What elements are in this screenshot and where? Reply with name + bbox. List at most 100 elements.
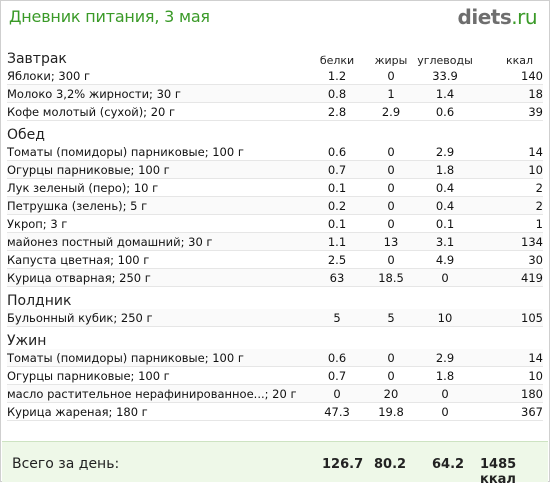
- food-name: масло растительное нерафинированное...; …: [7, 384, 307, 403]
- food-name: Укроп; 3 г: [7, 214, 307, 233]
- empty-cell: [307, 121, 367, 144]
- food-kcal: 1: [475, 214, 543, 233]
- food-carbs: 0: [415, 268, 475, 287]
- meal-title: Ужин: [7, 333, 47, 349]
- food-protein: 0.6: [307, 143, 367, 161]
- food-name: Молоко 3,2% жирности; 30 г: [7, 84, 307, 103]
- column-header-kcal: ккал: [505, 54, 533, 67]
- total-fat: 80.2: [374, 457, 407, 472]
- food-row[interactable]: Бульонный кубик; 250 г 5 5 10 105: [7, 309, 543, 327]
- food-name: Петрушка (зелень); 5 г: [7, 196, 307, 215]
- food-name: Огурцы парниковые; 100 г: [7, 366, 307, 385]
- food-protein: 1.1: [307, 232, 367, 251]
- food-row[interactable]: Яблоки; 300 г 1.2 0 33.9 140: [7, 67, 543, 85]
- food-row[interactable]: Курица отварная; 250 г 63 18.5 0 419: [7, 268, 543, 287]
- food-carbs: 0: [415, 402, 475, 421]
- food-carbs: 0.4: [415, 178, 475, 197]
- food-row[interactable]: Капуста цветная; 100 г 2.5 0 4.9 30: [7, 250, 543, 269]
- empty-cell: [415, 287, 475, 310]
- column-header-protein: белки: [319, 54, 355, 67]
- food-name: Бульонный кубик; 250 г: [7, 309, 307, 327]
- food-kcal: 10: [475, 160, 543, 179]
- food-protein: 0.7: [307, 160, 367, 179]
- meal-header-row: Полдник: [7, 287, 543, 310]
- header: Дневник питания, 3 мая diets.ru: [9, 5, 541, 31]
- food-protein: 1.2: [307, 67, 367, 85]
- food-kcal: 134: [475, 232, 543, 251]
- meal-header-row: Ужин: [7, 327, 543, 350]
- food-fat: 0: [367, 366, 415, 385]
- food-row[interactable]: Петрушка (зелень); 5 г 0.2 0 0.4 2: [7, 196, 543, 215]
- empty-cell: [367, 121, 415, 144]
- food-name: Лук зеленый (перо); 10 г: [7, 178, 307, 197]
- column-header-fat: жиры: [374, 54, 408, 67]
- food-carbs: 33.9: [415, 67, 475, 85]
- food-kcal: 180: [475, 384, 543, 403]
- food-row[interactable]: Лук зеленый (перо); 10 г 0.1 0 0.4 2: [7, 178, 543, 197]
- total-carbs: 64.2: [432, 457, 465, 472]
- food-kcal: 18: [475, 84, 543, 103]
- food-kcal: 39: [475, 102, 543, 121]
- totals-bar: Всего за день: 126.7 80.2 64.2 1485 ккал: [2, 441, 548, 487]
- food-protein: 0.8: [307, 84, 367, 103]
- food-row[interactable]: Курица жареная; 180 г 47.3 19.8 0 367: [7, 402, 543, 421]
- meal-title: Завтрак: [7, 51, 67, 67]
- food-kcal: 140: [475, 67, 543, 85]
- food-row[interactable]: майонез постный домашний; 30 г 1.1 13 3.1 13…: [7, 232, 543, 251]
- food-row[interactable]: Томаты (помидоры) парниковые; 100 г 0.6 0 2…: [7, 349, 543, 367]
- empty-cell: [415, 327, 475, 350]
- meal-title: Полдник: [7, 293, 72, 309]
- food-protein: 0: [307, 384, 367, 403]
- food-name: Огурцы парниковые; 100 г: [7, 160, 307, 179]
- food-kcal: 367: [475, 402, 543, 421]
- food-row[interactable]: масло растительное нерафинированное...; …: [7, 384, 543, 403]
- food-row[interactable]: Огурцы парниковые; 100 г 0.7 0 1.8 10: [7, 160, 543, 179]
- food-fat: 0: [367, 250, 415, 269]
- food-carbs: 0.6: [415, 102, 475, 121]
- food-name: майонез постный домашний; 30 г: [7, 232, 307, 251]
- food-row[interactable]: Укроп; 3 г 0.1 0 0.1 1: [7, 214, 543, 233]
- food-name: Яблоки; 300 г: [7, 67, 307, 85]
- food-carbs: 2.9: [415, 143, 475, 161]
- food-protein: 0.7: [307, 366, 367, 385]
- column-header-carbs: углеводы: [417, 54, 473, 67]
- food-kcal: 30: [475, 250, 543, 269]
- food-kcal: 2: [475, 178, 543, 197]
- food-fat: 1: [367, 84, 415, 103]
- food-name: Томаты (помидоры) парниковые; 100 г: [7, 349, 307, 367]
- food-name: Курица жареная; 180 г: [7, 402, 307, 421]
- food-kcal: 2: [475, 196, 543, 215]
- food-carbs: 0.1: [415, 214, 475, 233]
- food-kcal: 105: [475, 309, 543, 327]
- food-carbs: 10: [415, 309, 475, 327]
- food-fat: 20: [367, 384, 415, 403]
- diary-table: Завтрак белки жиры углеводы ккал Яблоки; 300 …: [7, 45, 543, 421]
- empty-cell: [367, 287, 415, 310]
- food-kcal: 14: [475, 349, 543, 367]
- meal-header-row: Завтрак белки жиры углеводы ккал: [7, 45, 543, 67]
- empty-cell: [475, 121, 543, 144]
- food-row[interactable]: Огурцы парниковые; 100 г 0.7 0 1.8 10: [7, 366, 543, 385]
- food-kcal: 14: [475, 143, 543, 161]
- food-fat: 0: [367, 349, 415, 367]
- total-kcal: 1485 ккал: [480, 457, 517, 487]
- food-fat: 5: [367, 309, 415, 327]
- food-protein: 2.5: [307, 250, 367, 269]
- food-protein: 47.3: [307, 402, 367, 421]
- food-kcal: 10: [475, 366, 543, 385]
- food-fat: 13: [367, 232, 415, 251]
- logo-main: diets: [457, 5, 512, 29]
- food-fat: 0: [367, 196, 415, 215]
- food-carbs: 4.9: [415, 250, 475, 269]
- empty-cell: [307, 327, 367, 350]
- food-row[interactable]: Кофе молотый (сухой); 20 г 2.8 2.9 0.6 39: [7, 102, 543, 121]
- diets-logo[interactable]: diets.ru: [457, 5, 538, 29]
- food-fat: 2.9: [367, 102, 415, 121]
- food-row[interactable]: Молоко 3,2% жирности; 30 г 0.8 1 1.4 18: [7, 84, 543, 103]
- food-protein: 0.2: [307, 196, 367, 215]
- food-row[interactable]: Томаты (помидоры) парниковые; 100 г 0.6 0 2…: [7, 143, 543, 161]
- food-fat: 18.5: [367, 268, 415, 287]
- food-protein: 0.1: [307, 178, 367, 197]
- food-carbs: 3.1: [415, 232, 475, 251]
